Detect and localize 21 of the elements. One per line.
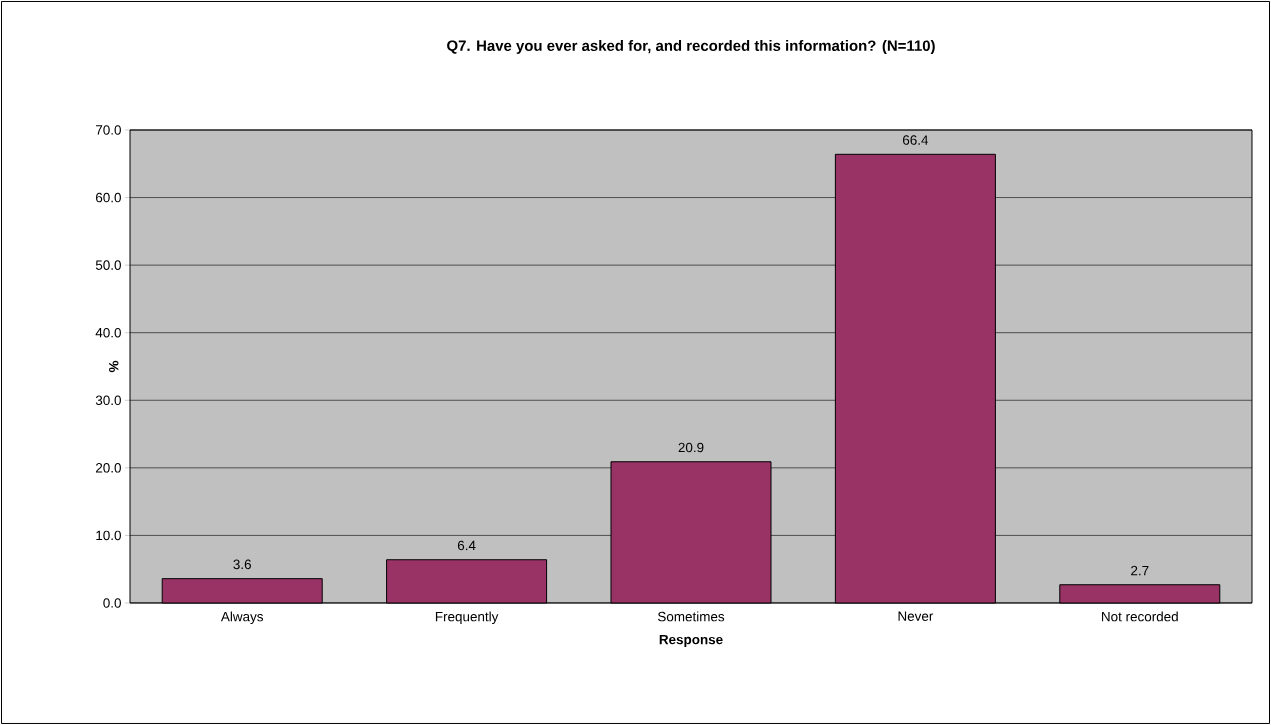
x-tick-label: Not recorded xyxy=(1102,611,1178,622)
y-tick-label: 70.0 xyxy=(96,125,121,135)
chart-title: Q7. Have you ever asked for, and recorded this information? (N=110) xyxy=(447,40,935,54)
y-tick-label: 40.0 xyxy=(95,327,121,338)
x-tick-label: Never xyxy=(898,611,934,621)
y-tick-label: 30.0 xyxy=(95,395,121,406)
y-tick-label: 0.0 xyxy=(103,598,121,608)
data-label: 3.6 xyxy=(233,559,251,570)
y-tick-label: 60.0 xyxy=(96,192,121,203)
data-label: 6.4 xyxy=(457,540,476,551)
data-label: 66.4 xyxy=(902,135,929,145)
y-tick-label: 20.0 xyxy=(95,463,121,473)
y-tick-label: 50.0 xyxy=(95,260,121,270)
y-tick-label: 10.0 xyxy=(96,530,121,541)
x-tick-label: Frequently xyxy=(435,611,499,625)
x-tick-label: Always xyxy=(220,611,264,625)
y-axis-title: % xyxy=(109,360,119,373)
data-label: 20.9 xyxy=(678,442,704,453)
x-tick-label: Sometimes xyxy=(657,611,725,622)
data-label: 2.7 xyxy=(1131,565,1149,576)
x-axis-title: Response xyxy=(659,634,723,647)
